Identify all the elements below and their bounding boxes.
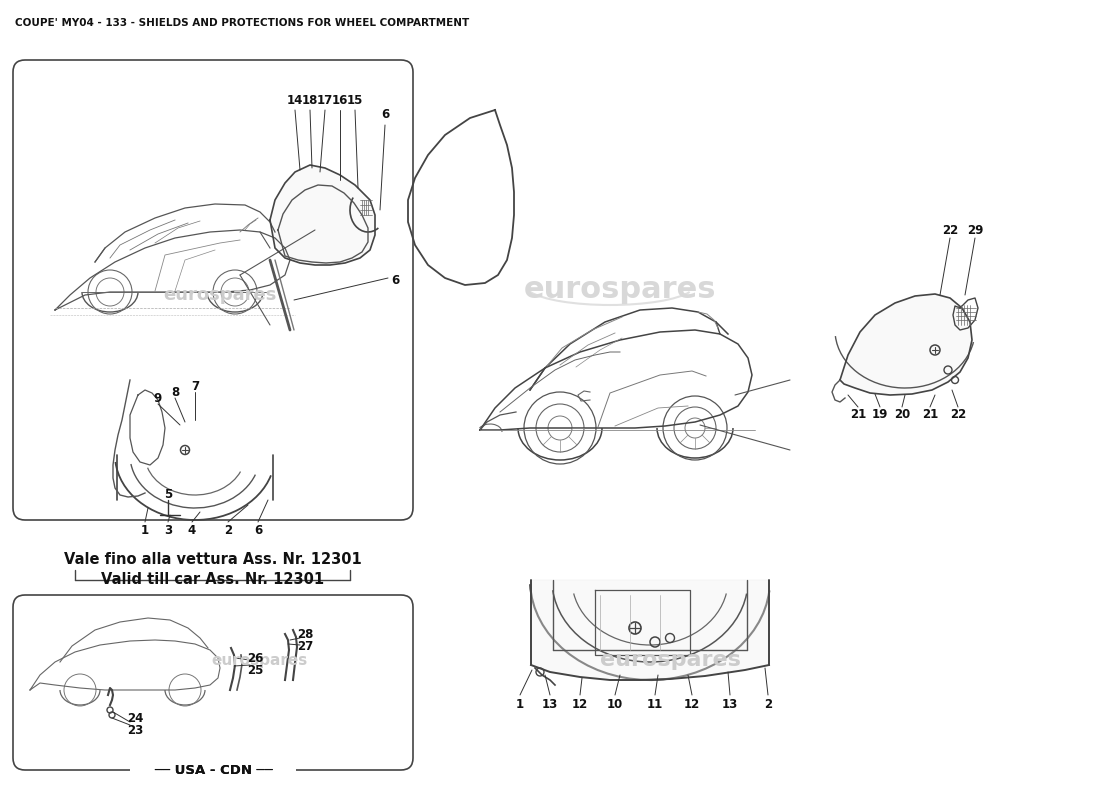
Text: 16: 16 <box>332 94 349 106</box>
FancyBboxPatch shape <box>130 762 296 778</box>
Text: 26: 26 <box>246 651 263 665</box>
Text: 21: 21 <box>850 409 866 422</box>
Text: 20: 20 <box>894 409 910 422</box>
Text: 2: 2 <box>224 523 232 537</box>
Text: 24: 24 <box>126 711 143 725</box>
Text: 6: 6 <box>254 523 262 537</box>
Text: 13: 13 <box>722 698 738 711</box>
Text: eurospares: eurospares <box>163 286 277 304</box>
Text: ── USA - CDN ──: ── USA - CDN ── <box>154 763 273 777</box>
Text: eurospares: eurospares <box>600 650 740 670</box>
Text: 1: 1 <box>141 523 150 537</box>
Text: Vale fino alla vettura Ass. Nr. 12301: Vale fino alla vettura Ass. Nr. 12301 <box>64 553 362 567</box>
Text: eurospares: eurospares <box>524 275 716 305</box>
Text: 12: 12 <box>684 698 700 711</box>
Text: 27: 27 <box>297 641 313 654</box>
Text: 3: 3 <box>164 523 172 537</box>
Text: COUPE' MY04 - 133 - SHIELDS AND PROTECTIONS FOR WHEEL COMPARTMENT: COUPE' MY04 - 133 - SHIELDS AND PROTECTI… <box>15 18 470 28</box>
Text: eurospares: eurospares <box>212 653 308 667</box>
Text: 14: 14 <box>287 94 304 106</box>
Text: 18: 18 <box>301 94 318 106</box>
Text: 6: 6 <box>381 109 389 122</box>
Text: 22: 22 <box>950 409 966 422</box>
Text: Valid till car Ass. Nr. 12301: Valid till car Ass. Nr. 12301 <box>101 573 324 587</box>
Text: 13: 13 <box>542 698 558 711</box>
Text: 8: 8 <box>170 386 179 398</box>
Text: 9: 9 <box>154 391 162 405</box>
Text: 28: 28 <box>297 629 313 642</box>
Text: 21: 21 <box>922 409 938 422</box>
Text: 1: 1 <box>516 698 524 711</box>
Polygon shape <box>840 294 972 395</box>
Text: 4: 4 <box>188 523 196 537</box>
Text: 6: 6 <box>390 274 399 286</box>
Text: 11: 11 <box>647 698 663 711</box>
Polygon shape <box>531 580 769 680</box>
Text: ── USA - CDN ──: ── USA - CDN ── <box>154 763 273 777</box>
Text: 10: 10 <box>607 698 623 711</box>
Text: 2: 2 <box>763 698 772 711</box>
Text: 25: 25 <box>246 663 263 677</box>
Text: 23: 23 <box>126 723 143 737</box>
Text: 17: 17 <box>317 94 333 106</box>
Polygon shape <box>270 165 375 265</box>
Text: 7: 7 <box>191 379 199 393</box>
Text: 19: 19 <box>872 409 888 422</box>
Text: 12: 12 <box>572 698 588 711</box>
Text: 15: 15 <box>346 94 363 106</box>
Text: 29: 29 <box>967 223 983 237</box>
Text: 22: 22 <box>942 223 958 237</box>
Text: 5: 5 <box>164 489 172 502</box>
